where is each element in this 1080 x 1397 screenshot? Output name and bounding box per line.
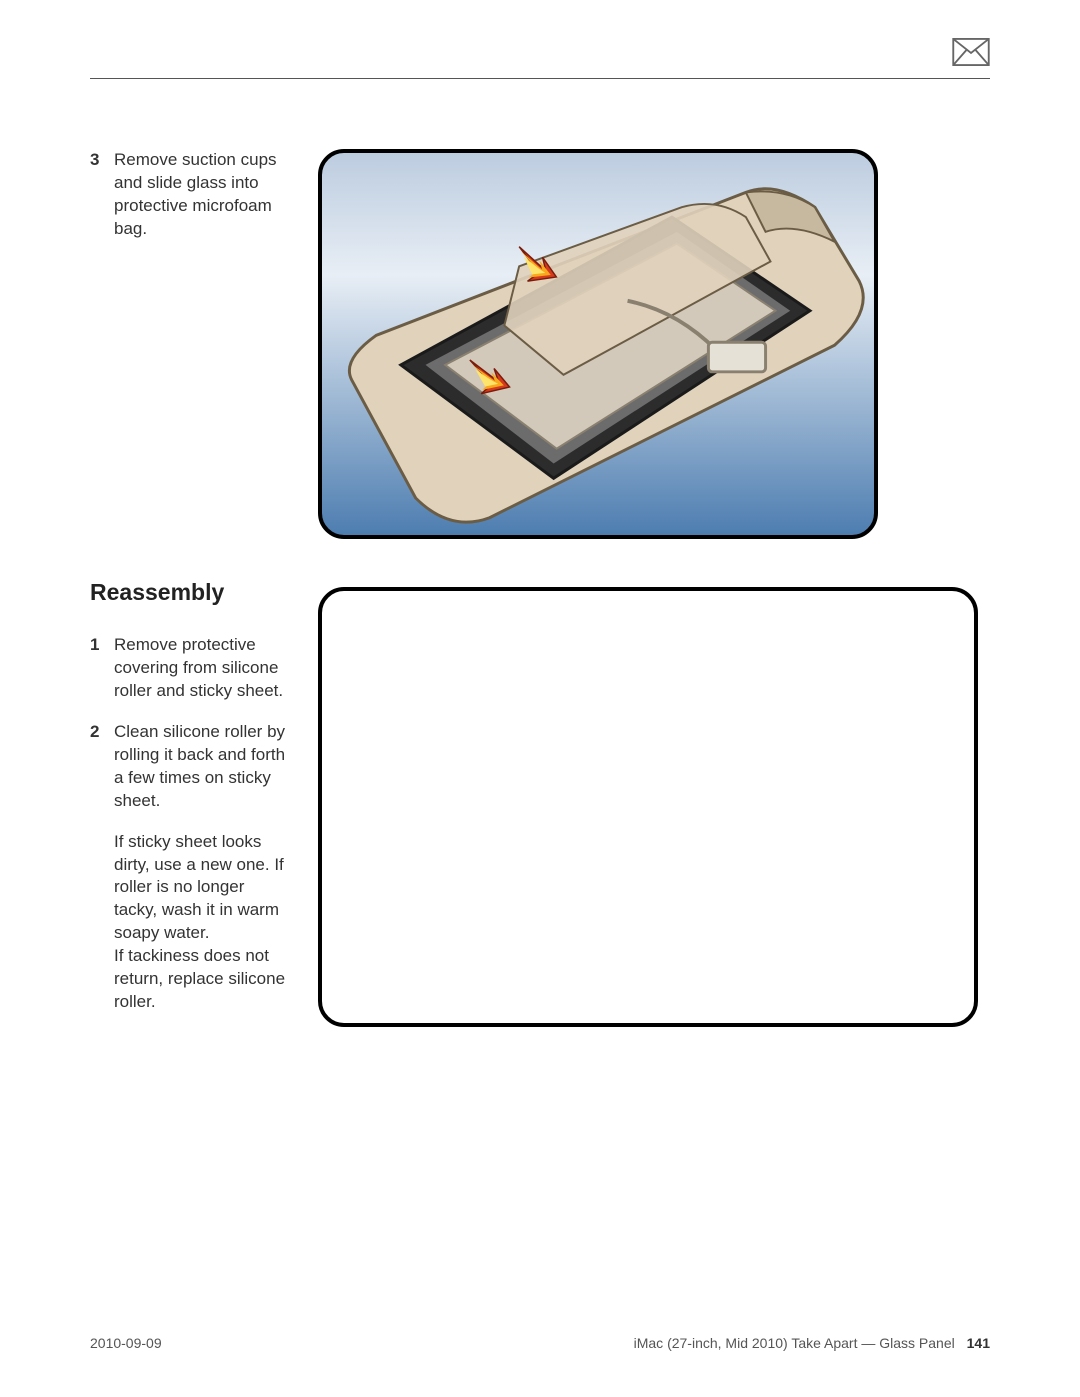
step-text-main: Clean silicone roller by rolling it back…: [114, 722, 285, 810]
step3-text-col: 3 Remove suction cups and slide glass in…: [90, 149, 290, 259]
step-text: Remove protective covering from silicone…: [114, 634, 290, 703]
figure1-col: [318, 149, 990, 539]
figure1-svg: [322, 153, 874, 537]
row-step3: 3 Remove suction cups and slide glass in…: [90, 149, 990, 539]
footer-doc-text: iMac (27-inch, Mid 2010) Take Apart — Gl…: [634, 1335, 955, 1351]
reassembly-step-1: 1 Remove protective covering from silico…: [90, 634, 290, 703]
mail-icon: [952, 38, 990, 66]
step-text-extra: If sticky sheet looks dirty, use a new o…: [114, 831, 290, 1015]
step-number: 2: [90, 721, 104, 744]
footer-page-number: 141: [967, 1335, 990, 1351]
figure2-col: [318, 579, 990, 1027]
header-rule: [90, 78, 990, 79]
content: 3 Remove suction cups and slide glass in…: [90, 149, 990, 1032]
footer-date: 2010-09-09: [90, 1335, 162, 1351]
step-number: 3: [90, 149, 104, 172]
page: 3 Remove suction cups and slide glass in…: [0, 0, 1080, 1397]
reassembly-step-2: 2 Clean silicone roller by rolling it ba…: [90, 721, 290, 1014]
figure-glass-into-bag: [318, 149, 878, 539]
section-title-reassembly: Reassembly: [90, 579, 290, 606]
figure-blank: [318, 587, 978, 1027]
row-reassembly: Reassembly 1 Remove protective covering …: [90, 579, 990, 1032]
step-number: 1: [90, 634, 104, 657]
footer-doc: iMac (27-inch, Mid 2010) Take Apart — Gl…: [634, 1335, 990, 1351]
step-3: 3 Remove suction cups and slide glass in…: [90, 149, 290, 241]
reassembly-text-col: Reassembly 1 Remove protective covering …: [90, 579, 290, 1032]
step-text: Clean silicone roller by rolling it back…: [114, 721, 290, 1014]
step-text: Remove suction cups and slide glass into…: [114, 149, 290, 241]
footer: 2010-09-09 iMac (27-inch, Mid 2010) Take…: [90, 1335, 990, 1351]
